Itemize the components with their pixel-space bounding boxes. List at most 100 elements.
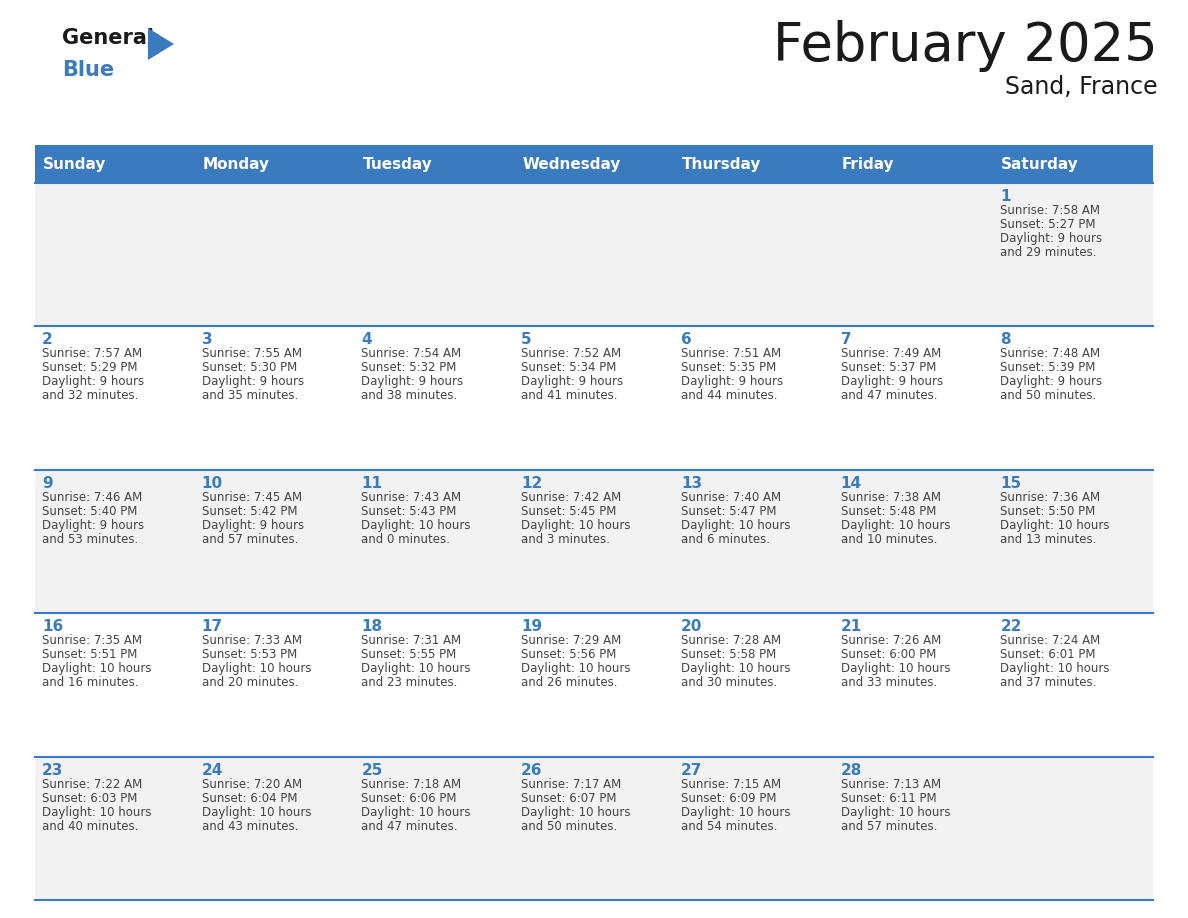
- Text: Sunrise: 7:35 AM: Sunrise: 7:35 AM: [42, 634, 143, 647]
- Text: Sunset: 6:04 PM: Sunset: 6:04 PM: [202, 791, 297, 804]
- Text: 7: 7: [841, 332, 851, 347]
- Text: Daylight: 10 hours: Daylight: 10 hours: [681, 519, 790, 532]
- Text: 18: 18: [361, 620, 383, 634]
- Text: Daylight: 10 hours: Daylight: 10 hours: [841, 806, 950, 819]
- Text: General: General: [62, 28, 154, 48]
- Text: Sunrise: 7:36 AM: Sunrise: 7:36 AM: [1000, 491, 1100, 504]
- Text: Daylight: 9 hours: Daylight: 9 hours: [361, 375, 463, 388]
- Text: 3: 3: [202, 332, 213, 347]
- Text: 6: 6: [681, 332, 691, 347]
- Text: and 26 minutes.: and 26 minutes.: [522, 677, 618, 689]
- Text: Sunrise: 7:13 AM: Sunrise: 7:13 AM: [841, 778, 941, 790]
- Text: Daylight: 9 hours: Daylight: 9 hours: [681, 375, 783, 388]
- Text: 22: 22: [1000, 620, 1022, 634]
- Text: and 29 minutes.: and 29 minutes.: [1000, 246, 1097, 259]
- Bar: [834, 145, 993, 183]
- Text: and 6 minutes.: and 6 minutes.: [681, 532, 770, 546]
- Text: and 13 minutes.: and 13 minutes.: [1000, 532, 1097, 546]
- Text: Daylight: 10 hours: Daylight: 10 hours: [841, 519, 950, 532]
- Text: Sunset: 6:06 PM: Sunset: 6:06 PM: [361, 791, 457, 804]
- Text: Sunset: 5:42 PM: Sunset: 5:42 PM: [202, 505, 297, 518]
- Text: Saturday: Saturday: [1001, 156, 1079, 172]
- Text: Daylight: 9 hours: Daylight: 9 hours: [202, 375, 304, 388]
- Text: Sunset: 5:27 PM: Sunset: 5:27 PM: [1000, 218, 1095, 231]
- Text: Daylight: 10 hours: Daylight: 10 hours: [42, 806, 152, 819]
- Text: Monday: Monday: [203, 156, 270, 172]
- Text: Sunrise: 7:17 AM: Sunrise: 7:17 AM: [522, 778, 621, 790]
- Text: Sunset: 5:48 PM: Sunset: 5:48 PM: [841, 505, 936, 518]
- Text: Sunset: 5:39 PM: Sunset: 5:39 PM: [1000, 362, 1095, 375]
- Text: 5: 5: [522, 332, 532, 347]
- Text: Sunrise: 7:33 AM: Sunrise: 7:33 AM: [202, 634, 302, 647]
- Text: Daylight: 10 hours: Daylight: 10 hours: [202, 662, 311, 676]
- Text: and 30 minutes.: and 30 minutes.: [681, 677, 777, 689]
- Text: Friday: Friday: [841, 156, 895, 172]
- Text: Sunset: 5:45 PM: Sunset: 5:45 PM: [522, 505, 617, 518]
- Text: Daylight: 10 hours: Daylight: 10 hours: [42, 662, 152, 676]
- Text: Daylight: 10 hours: Daylight: 10 hours: [361, 662, 470, 676]
- Text: Daylight: 9 hours: Daylight: 9 hours: [42, 375, 144, 388]
- Text: Daylight: 9 hours: Daylight: 9 hours: [841, 375, 943, 388]
- Text: Sunrise: 7:20 AM: Sunrise: 7:20 AM: [202, 778, 302, 790]
- Text: and 53 minutes.: and 53 minutes.: [42, 532, 138, 546]
- Text: Sunrise: 7:26 AM: Sunrise: 7:26 AM: [841, 634, 941, 647]
- Text: Daylight: 10 hours: Daylight: 10 hours: [1000, 519, 1110, 532]
- Text: and 37 minutes.: and 37 minutes.: [1000, 677, 1097, 689]
- Bar: [195, 145, 354, 183]
- Text: Sunset: 5:35 PM: Sunset: 5:35 PM: [681, 362, 776, 375]
- Text: and 47 minutes.: and 47 minutes.: [361, 820, 457, 833]
- Text: Daylight: 10 hours: Daylight: 10 hours: [361, 519, 470, 532]
- Text: and 54 minutes.: and 54 minutes.: [681, 820, 777, 833]
- Text: Sunset: 6:07 PM: Sunset: 6:07 PM: [522, 791, 617, 804]
- Text: Daylight: 9 hours: Daylight: 9 hours: [42, 519, 144, 532]
- Text: Sunset: 5:40 PM: Sunset: 5:40 PM: [42, 505, 138, 518]
- Text: 24: 24: [202, 763, 223, 778]
- Text: Sunday: Sunday: [43, 156, 107, 172]
- Text: and 50 minutes.: and 50 minutes.: [1000, 389, 1097, 402]
- Text: Daylight: 9 hours: Daylight: 9 hours: [1000, 232, 1102, 245]
- Text: Sunrise: 7:58 AM: Sunrise: 7:58 AM: [1000, 204, 1100, 217]
- Text: Sunrise: 7:40 AM: Sunrise: 7:40 AM: [681, 491, 781, 504]
- Text: Sunset: 5:37 PM: Sunset: 5:37 PM: [841, 362, 936, 375]
- Text: Sunset: 6:01 PM: Sunset: 6:01 PM: [1000, 648, 1095, 661]
- Text: Daylight: 9 hours: Daylight: 9 hours: [202, 519, 304, 532]
- Text: 4: 4: [361, 332, 372, 347]
- Text: Wednesday: Wednesday: [523, 156, 620, 172]
- Text: 21: 21: [841, 620, 861, 634]
- Text: and 32 minutes.: and 32 minutes.: [42, 389, 138, 402]
- Text: 23: 23: [42, 763, 63, 778]
- Bar: [34, 327, 1154, 470]
- Text: Sunrise: 7:28 AM: Sunrise: 7:28 AM: [681, 634, 781, 647]
- Text: 13: 13: [681, 476, 702, 491]
- Text: Daylight: 10 hours: Daylight: 10 hours: [681, 806, 790, 819]
- Polygon shape: [148, 28, 173, 60]
- Text: Sunrise: 7:54 AM: Sunrise: 7:54 AM: [361, 347, 462, 361]
- Text: Sunset: 5:43 PM: Sunset: 5:43 PM: [361, 505, 457, 518]
- Text: and 40 minutes.: and 40 minutes.: [42, 820, 138, 833]
- Text: Sunset: 5:58 PM: Sunset: 5:58 PM: [681, 648, 776, 661]
- Text: Sunset: 5:29 PM: Sunset: 5:29 PM: [42, 362, 138, 375]
- Text: 25: 25: [361, 763, 383, 778]
- Text: and 50 minutes.: and 50 minutes.: [522, 820, 618, 833]
- Text: Sunrise: 7:43 AM: Sunrise: 7:43 AM: [361, 491, 462, 504]
- Text: Sunrise: 7:48 AM: Sunrise: 7:48 AM: [1000, 347, 1100, 361]
- Text: Daylight: 10 hours: Daylight: 10 hours: [522, 806, 631, 819]
- Text: 27: 27: [681, 763, 702, 778]
- Text: Thursday: Thursday: [682, 156, 762, 172]
- Text: and 0 minutes.: and 0 minutes.: [361, 532, 450, 546]
- Text: Sunrise: 7:55 AM: Sunrise: 7:55 AM: [202, 347, 302, 361]
- Text: 1: 1: [1000, 189, 1011, 204]
- Text: Sunset: 6:00 PM: Sunset: 6:00 PM: [841, 648, 936, 661]
- Text: Sunset: 6:11 PM: Sunset: 6:11 PM: [841, 791, 936, 804]
- Text: Sunrise: 7:42 AM: Sunrise: 7:42 AM: [522, 491, 621, 504]
- Bar: [993, 145, 1154, 183]
- Text: and 10 minutes.: and 10 minutes.: [841, 532, 937, 546]
- Text: Daylight: 10 hours: Daylight: 10 hours: [841, 662, 950, 676]
- Text: Daylight: 10 hours: Daylight: 10 hours: [522, 519, 631, 532]
- Bar: [34, 183, 1154, 327]
- Bar: [34, 613, 1154, 756]
- Text: Sunrise: 7:38 AM: Sunrise: 7:38 AM: [841, 491, 941, 504]
- Text: and 57 minutes.: and 57 minutes.: [202, 532, 298, 546]
- Text: and 38 minutes.: and 38 minutes.: [361, 389, 457, 402]
- Bar: [354, 145, 514, 183]
